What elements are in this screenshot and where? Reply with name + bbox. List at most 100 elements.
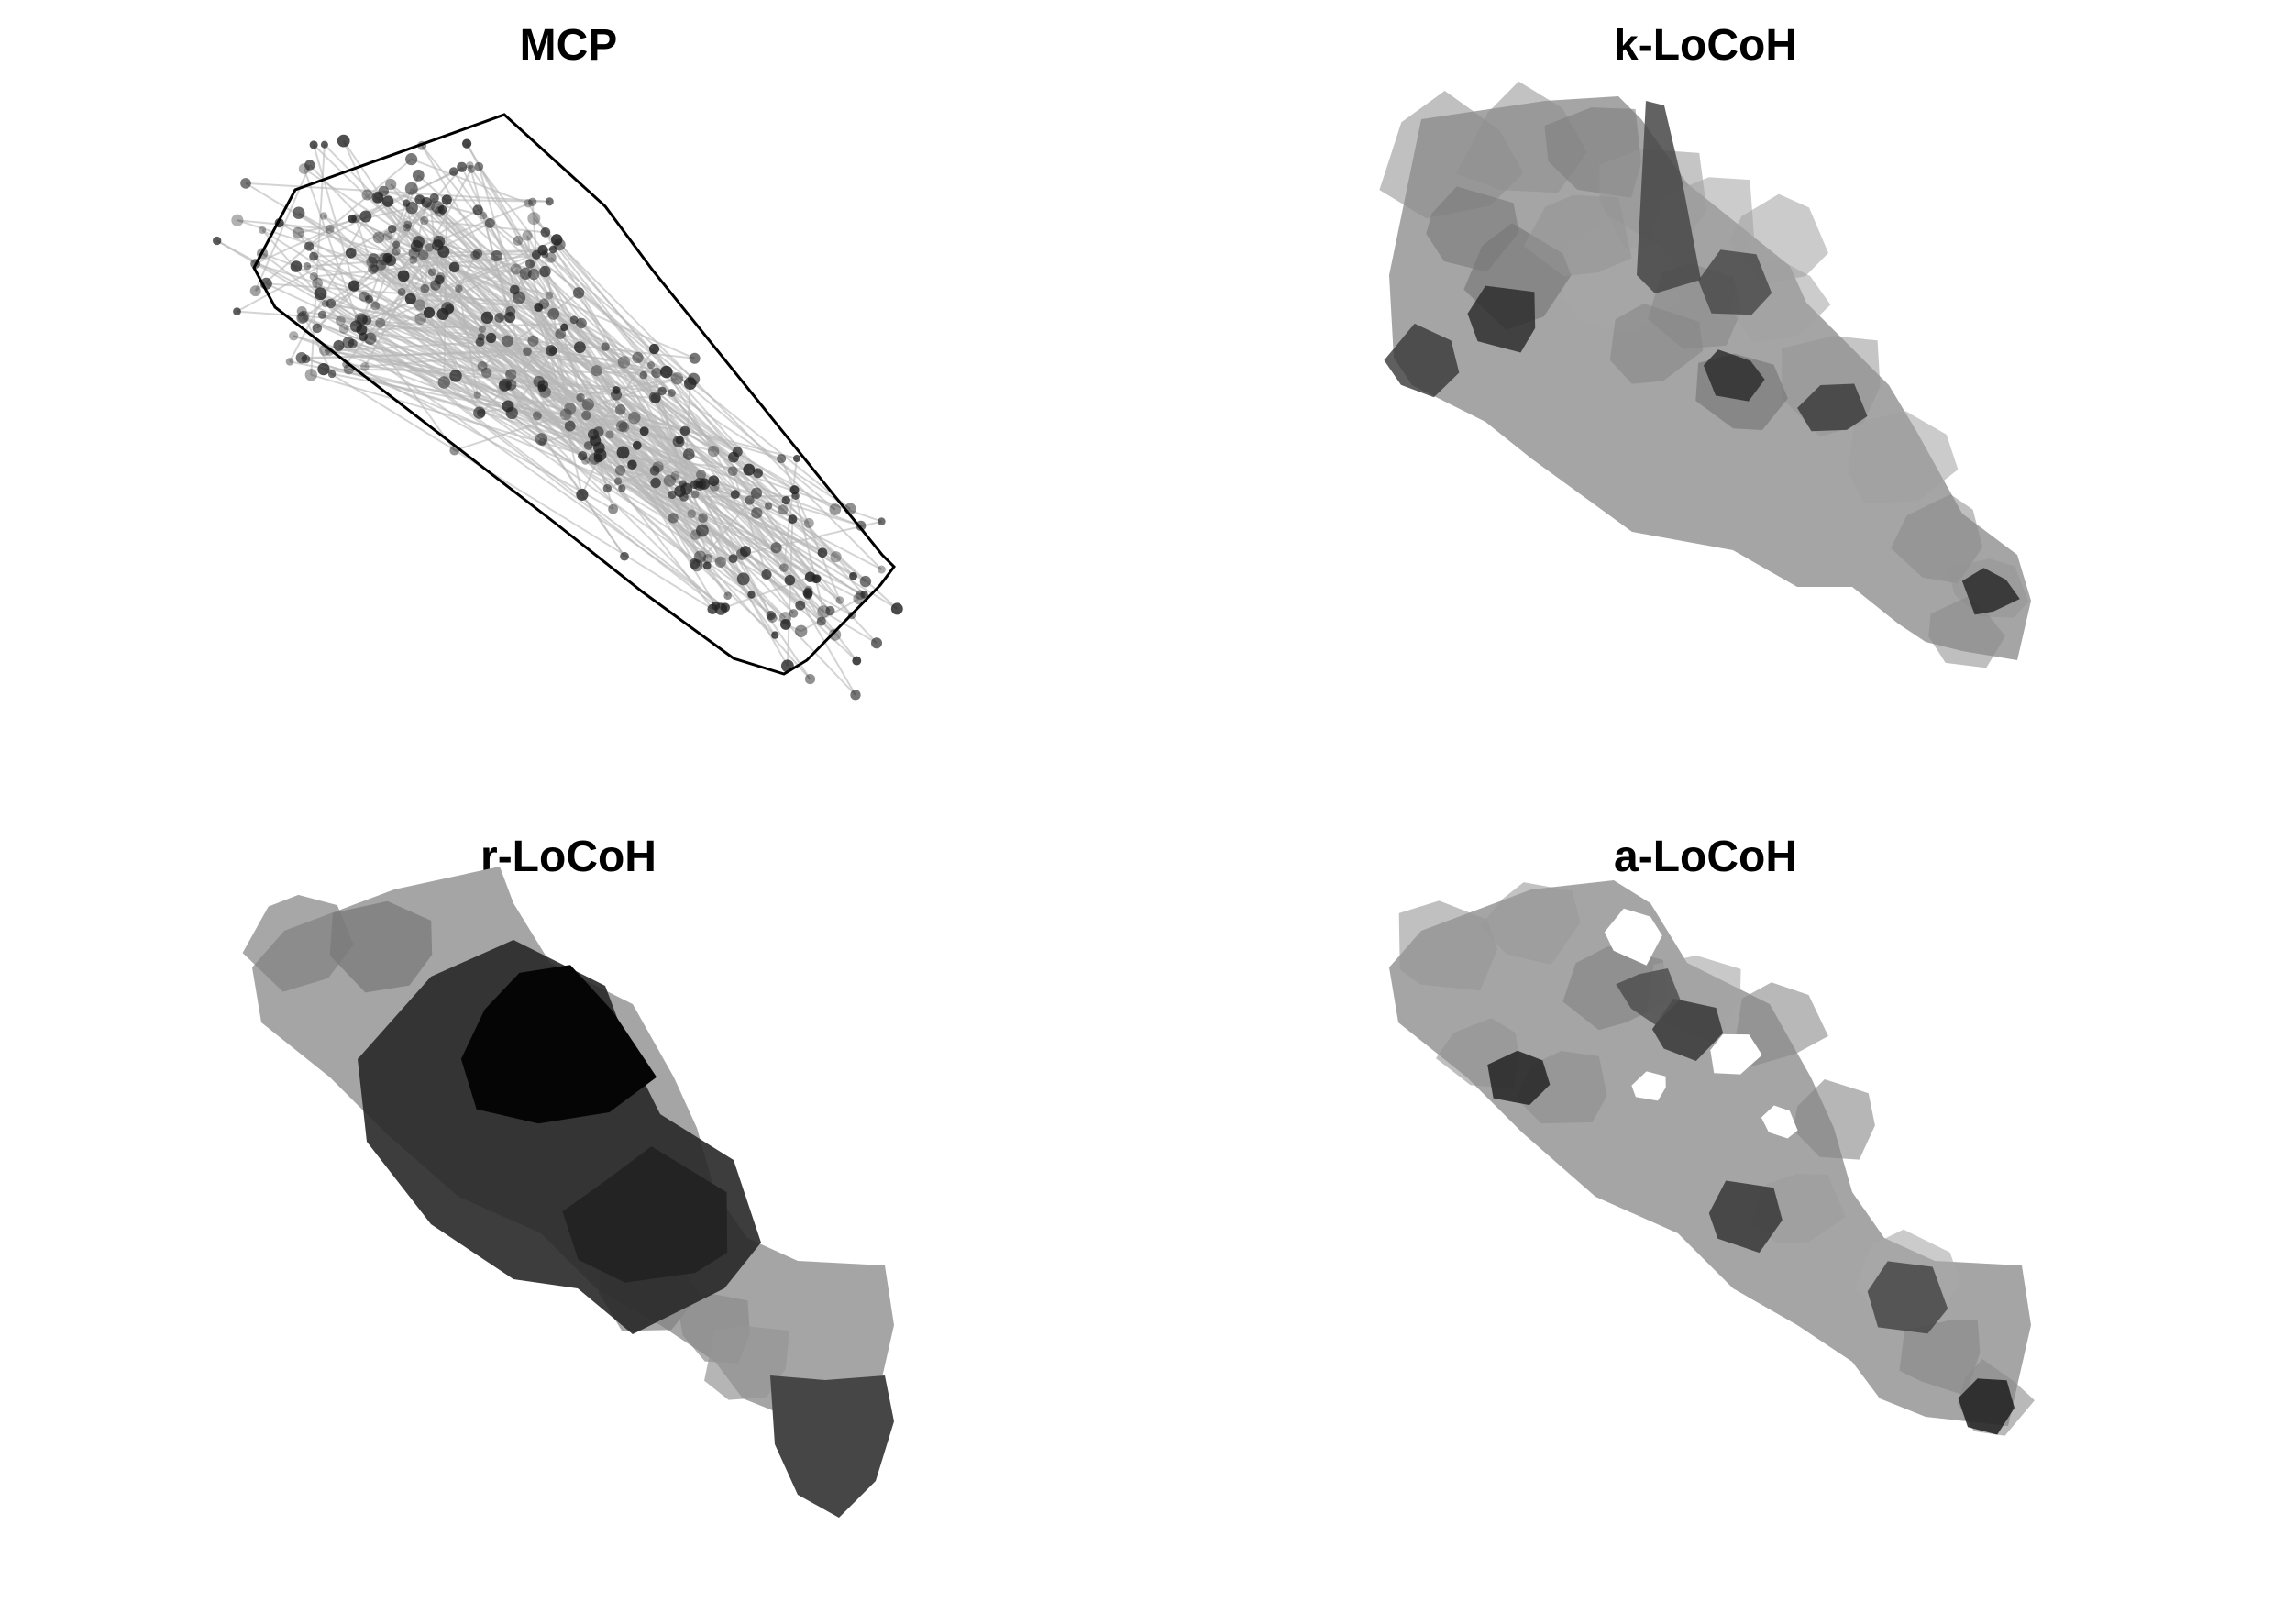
mcp-fix-point bbox=[480, 212, 487, 219]
mcp-fix-point bbox=[291, 260, 303, 272]
mcp-fix-point bbox=[428, 268, 436, 276]
mcp-fix-point bbox=[605, 430, 613, 438]
mcp-fix-point bbox=[803, 588, 813, 598]
mcp-fix-point bbox=[709, 475, 720, 486]
mcp-fix-point bbox=[649, 392, 661, 403]
mcp-fix-point bbox=[350, 320, 362, 332]
mcp-fix-point bbox=[591, 365, 602, 376]
mcp-fix-point bbox=[336, 315, 346, 326]
mcp-fix-point bbox=[309, 252, 318, 261]
mcp-fix-point bbox=[502, 400, 514, 412]
mcp-fix-point bbox=[795, 625, 807, 637]
mcp-fix-point bbox=[370, 302, 380, 311]
mcp-fix-point bbox=[315, 287, 327, 300]
mcp-fix-point bbox=[321, 141, 328, 149]
mcp-fix-point bbox=[570, 315, 579, 324]
mcp-fix-point bbox=[505, 369, 516, 380]
mcp-fix-point bbox=[891, 602, 903, 614]
mcp-fix-point bbox=[293, 227, 304, 239]
mcp-fix-point bbox=[449, 167, 458, 176]
mcp-fix-point bbox=[852, 657, 861, 666]
mcp-fix-point bbox=[438, 376, 450, 388]
mcp-fix-point bbox=[696, 525, 709, 537]
mcp-fix-point bbox=[405, 153, 417, 165]
mcp-fix-point bbox=[304, 241, 314, 250]
mcp-fix-point bbox=[365, 295, 373, 304]
mcp-fix-point bbox=[337, 135, 350, 148]
mcp-fix-point bbox=[231, 215, 243, 226]
mcp-fix-point bbox=[296, 352, 307, 363]
mcp-fix-point bbox=[351, 214, 360, 223]
mcp-fix-point bbox=[676, 436, 684, 445]
mcp-fix-point bbox=[690, 353, 701, 364]
mcp-fix-point bbox=[382, 253, 392, 263]
mcp-fix-point bbox=[473, 407, 485, 419]
mcp-fix-point bbox=[551, 234, 563, 246]
mcp-fix-point bbox=[728, 466, 738, 476]
mcp-fix-point bbox=[455, 284, 463, 293]
mcp-fix-point bbox=[795, 601, 805, 611]
mcp-fix-point bbox=[442, 194, 452, 204]
mcp-fix-point bbox=[555, 328, 566, 339]
mcp-fix-point bbox=[538, 438, 546, 446]
mcp-fix-point bbox=[581, 411, 591, 420]
mcp-fix-point bbox=[740, 546, 751, 557]
mcp-fix-point bbox=[462, 138, 471, 148]
mcp-fix-point bbox=[723, 591, 732, 600]
mcp-fix-point bbox=[547, 308, 559, 320]
mcp-fix-point bbox=[627, 459, 636, 469]
mcp-fix-point bbox=[449, 262, 459, 272]
mcp-fix-point bbox=[770, 542, 781, 553]
mcp-fix-point bbox=[486, 333, 496, 343]
mcp-fix-point bbox=[362, 315, 371, 325]
mcp-fix-point bbox=[779, 563, 789, 572]
mcp-fix-point bbox=[473, 249, 483, 259]
mcp-fix-point bbox=[430, 280, 440, 290]
mcp-fix-point bbox=[640, 371, 648, 380]
mcp-fix-point bbox=[849, 572, 857, 580]
mcp-fix-point bbox=[576, 489, 588, 501]
mcp-fix-point bbox=[830, 551, 841, 562]
mcp-fix-point bbox=[751, 507, 762, 518]
mcp-fix-point bbox=[618, 484, 625, 492]
mcp-fix-point bbox=[326, 225, 335, 234]
mcp-fix-point bbox=[878, 517, 885, 525]
mcp-fix-point bbox=[574, 341, 586, 353]
mcp-fix-point bbox=[485, 218, 495, 228]
mcp-fix-point bbox=[804, 518, 814, 528]
mcp-fix-point bbox=[767, 611, 776, 620]
mcp-fix-point bbox=[523, 348, 532, 357]
k-locoh-hulls bbox=[1137, 0, 2173, 668]
mcp-fix-point bbox=[650, 478, 660, 488]
mcp-fix-point bbox=[383, 230, 393, 240]
mcp-fix-point bbox=[414, 313, 426, 325]
mcp-fix-point bbox=[426, 202, 436, 211]
mcp-fix-point bbox=[590, 436, 601, 447]
mcp-fix-point bbox=[474, 162, 483, 171]
mcp-fix-point bbox=[649, 344, 659, 354]
mcp-fix-point bbox=[322, 300, 329, 307]
mcp-fix-point bbox=[546, 252, 556, 262]
mcp-fix-point bbox=[405, 182, 418, 195]
mcp-fix-point bbox=[527, 212, 540, 225]
mcp-fix-point bbox=[640, 426, 649, 436]
mcp-fix-point bbox=[703, 554, 712, 563]
mcp-fix-point bbox=[527, 336, 538, 347]
mcp-fix-point bbox=[660, 366, 673, 379]
mcp-fix-point bbox=[420, 216, 428, 225]
mcp-fix-point bbox=[699, 478, 710, 489]
mcp-fix-point bbox=[317, 363, 329, 375]
mcp-fix-point bbox=[305, 369, 317, 381]
mcp-fix-point bbox=[560, 408, 572, 420]
mcp-fix-point bbox=[708, 446, 719, 457]
mcp-fix-point bbox=[479, 326, 486, 333]
mcp-fix-point bbox=[405, 202, 417, 214]
r-locoh-plot bbox=[0, 812, 1137, 1623]
k-locoh-plot bbox=[1137, 0, 2274, 812]
mcp-fix-point bbox=[436, 308, 448, 320]
mcp-fix-point bbox=[296, 312, 308, 324]
mcp-fix-point bbox=[541, 227, 551, 238]
mcp-fix-point bbox=[619, 422, 630, 433]
mcp-fix-point bbox=[614, 478, 622, 485]
mcp-fix-point bbox=[603, 484, 612, 492]
